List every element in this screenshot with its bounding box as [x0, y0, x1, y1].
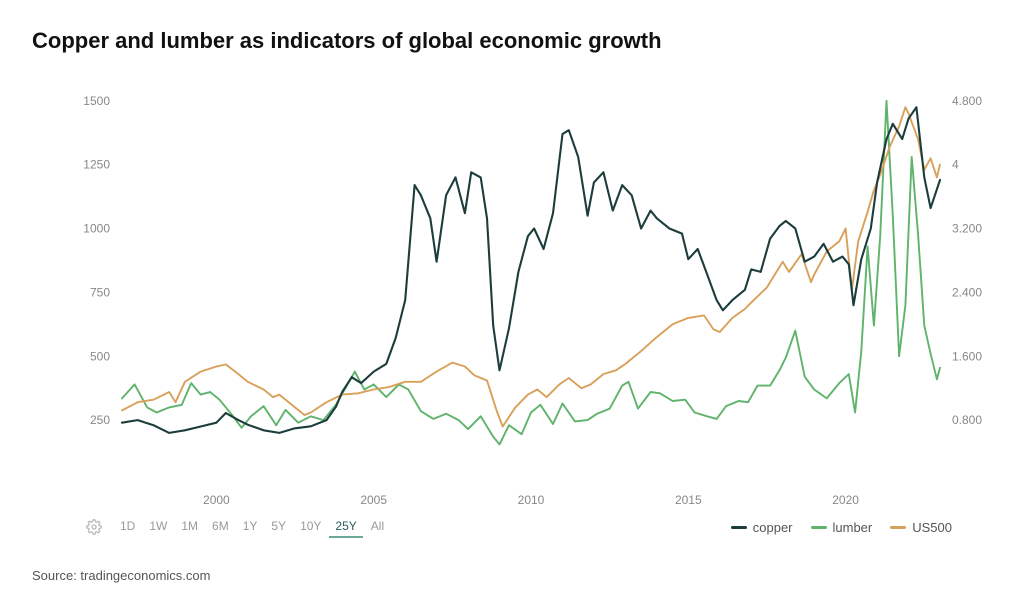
svg-text:2015: 2015	[675, 493, 702, 507]
chart-footer: 1D1W1M6M1Y5Y10Y25YAll copper lumber US500	[32, 516, 992, 538]
series-US500	[122, 107, 940, 426]
svg-text:4: 4	[952, 158, 959, 172]
svg-text:2005: 2005	[360, 493, 387, 507]
svg-text:1250: 1250	[83, 158, 110, 172]
legend-label: US500	[912, 520, 952, 535]
svg-text:2010: 2010	[518, 493, 545, 507]
svg-text:1000: 1000	[83, 222, 110, 236]
range-all[interactable]: All	[365, 516, 390, 538]
svg-text:1.600: 1.600	[952, 349, 982, 363]
source-attribution: Source: tradingeconomics.com	[32, 568, 992, 583]
svg-text:2020: 2020	[832, 493, 859, 507]
svg-text:3.200: 3.200	[952, 222, 982, 236]
chart-legend: copper lumber US500	[731, 520, 952, 535]
range-1y[interactable]: 1Y	[237, 516, 264, 538]
chart-area: 250 500 750 1000 1250 1500 0.800 1.600 2.400 3.20…	[32, 72, 992, 512]
svg-text:1500: 1500	[83, 94, 110, 108]
svg-text:500: 500	[90, 349, 110, 363]
legend-item-lumber[interactable]: lumber	[811, 520, 873, 535]
range-25y[interactable]: 25Y	[329, 516, 362, 538]
legend-item-us500[interactable]: US500	[890, 520, 952, 535]
range-1d[interactable]: 1D	[114, 516, 141, 538]
range-1m[interactable]: 1M	[175, 516, 204, 538]
legend-swatch	[811, 526, 827, 529]
line-chart: 250 500 750 1000 1250 1500 0.800 1.600 2.400 3.20…	[32, 72, 992, 512]
svg-text:2.400: 2.400	[952, 285, 982, 299]
range-5y[interactable]: 5Y	[265, 516, 292, 538]
legend-swatch	[890, 526, 906, 529]
svg-text:0.800: 0.800	[952, 413, 982, 427]
time-range-selector: 1D1W1M6M1Y5Y10Y25YAll	[86, 516, 390, 538]
svg-text:250: 250	[90, 413, 110, 427]
range-6m[interactable]: 6M	[206, 516, 235, 538]
legend-swatch	[731, 526, 747, 529]
range-1w[interactable]: 1W	[143, 516, 173, 538]
range-10y[interactable]: 10Y	[294, 516, 327, 538]
gear-icon[interactable]	[86, 519, 102, 535]
chart-title: Copper and lumber as indicators of globa…	[32, 28, 992, 54]
legend-label: lumber	[833, 520, 873, 535]
svg-text:2000: 2000	[203, 493, 230, 507]
legend-item-copper[interactable]: copper	[731, 520, 793, 535]
svg-text:750: 750	[90, 285, 110, 299]
legend-label: copper	[753, 520, 793, 535]
svg-text:4.800: 4.800	[952, 94, 982, 108]
